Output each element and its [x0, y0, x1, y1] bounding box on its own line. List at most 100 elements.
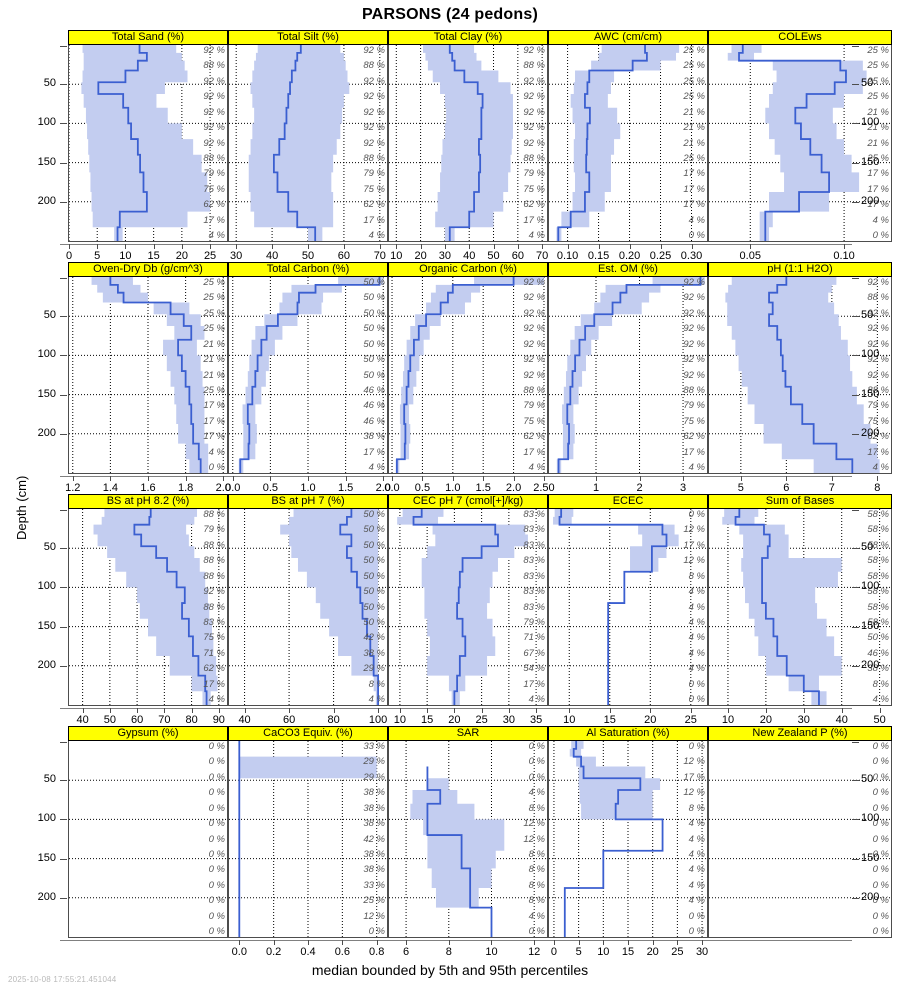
depth-tick-mark-right — [852, 587, 859, 589]
x-tick-mark — [153, 244, 155, 249]
plot-svg — [709, 509, 891, 705]
percentile-band — [423, 45, 513, 241]
x-tick-label: 25 — [475, 714, 488, 726]
x-tick-label: 0.10 — [833, 250, 855, 262]
x-tick-mark — [97, 244, 99, 249]
panel-total-sand: Total Sand (%) 92 % 88 % 92 % 92 % 92 % 92 % 92… — [68, 30, 228, 242]
depth-tick-mark-right — [852, 819, 859, 821]
depth-tick-label-right: 200 — [861, 658, 880, 671]
x-tick-label: 2 — [636, 482, 643, 494]
x-tick-mark — [765, 708, 767, 713]
x-tick-mark — [392, 476, 394, 481]
panel-title: CEC pH 7 (cmol[+]/kg) — [388, 494, 548, 509]
x-tick-mark — [702, 940, 704, 945]
x-tick-label: 6 — [403, 946, 410, 958]
depth-tick-mark-right — [852, 316, 859, 318]
panel-organic-carbon: Organic Carbon (%) 92 % 92 % 92 % 92 % 92 % 92… — [388, 262, 548, 474]
plot-svg — [709, 45, 891, 241]
depth-tick-label-right: 100 — [861, 812, 880, 825]
panel-est-om: Est. OM (%) 92 % 92 % 92 % 92 % 92 % 92 % 92 % 8… — [548, 262, 708, 474]
x-tick-mark — [543, 476, 545, 481]
x-tick-label: 10 — [597, 946, 610, 958]
x-tick-mark — [483, 476, 485, 481]
x-tick-mark — [553, 940, 555, 945]
x-tick-mark — [786, 476, 788, 481]
depth-axis-top-tick-right — [852, 742, 859, 743]
depth-tick-label-left: 150 — [37, 387, 56, 400]
x-tick-label: 90 — [212, 714, 225, 726]
plot-area — [388, 509, 548, 706]
x-tick-label: 25 — [684, 714, 697, 726]
panel-oven-dry-db-g-cm-3: Oven-Dry Db (g/cm^3) 25 % 25 % 25 % 25 % 21 %… — [68, 262, 228, 474]
depth-tick-mark-left — [60, 897, 67, 899]
x-tick-mark — [110, 476, 112, 481]
percentile-band — [280, 509, 379, 705]
x-tick-mark — [272, 244, 274, 249]
x-tick-mark — [831, 476, 833, 481]
panel-title: Total Silt (%) — [228, 30, 388, 45]
panel-title: ECEC — [548, 494, 708, 509]
x-tick-label: 15 — [147, 250, 160, 262]
depth-tick-mark-left — [60, 626, 67, 628]
x-tick-label: 10 — [390, 250, 403, 262]
x-tick-mark — [308, 244, 309, 249]
x-tick-mark — [683, 476, 685, 481]
x-tick-mark — [493, 244, 495, 249]
x-tick-mark — [223, 476, 225, 481]
x-tick-label: 3 — [679, 482, 687, 494]
panel-title: Total Carbon (%) — [228, 262, 388, 277]
plot-area — [548, 45, 708, 242]
x-tick-mark — [422, 476, 424, 481]
depth-tick-label-left: 150 — [37, 851, 56, 864]
median-line — [426, 766, 493, 937]
x-tick-mark — [639, 476, 641, 481]
x-tick-mark — [877, 476, 879, 481]
median-line — [97, 45, 148, 241]
x-tick-label: 60 — [337, 250, 351, 262]
depth-tick-label-left: 100 — [37, 812, 56, 825]
x-tick-label: 7 — [828, 482, 835, 494]
x-tick-label: 20 — [646, 946, 659, 958]
x-tick-label: 50 — [301, 250, 315, 262]
plot-svg — [709, 277, 891, 473]
x-tick-label: 10 — [119, 250, 132, 262]
plot-area — [68, 509, 228, 706]
median-line — [339, 509, 379, 705]
depth-axis-top-tick-right — [852, 510, 859, 511]
x-tick-mark — [399, 708, 401, 713]
panel-total-clay: Total Clay (%) 92 % 88 % 92 % 92 % 92 % 92 % 92… — [388, 30, 548, 242]
depth-tick-mark-right — [852, 665, 859, 667]
x-tick-mark — [727, 708, 729, 713]
x-tick-mark — [109, 708, 111, 713]
x-tick-label: 0.8 — [369, 946, 385, 958]
x-tick-label: 0.05 — [739, 250, 761, 262]
plot-area — [68, 277, 228, 474]
depth-tick-mark-right — [852, 433, 859, 435]
x-tick-label: 0.0 — [225, 482, 241, 494]
x-tick-label: 60 — [282, 714, 296, 726]
depth-tick-label-right: 100 — [861, 580, 880, 593]
x-tick-mark — [148, 476, 149, 481]
depth-tick-label-right: 50 — [861, 309, 874, 322]
x-tick-mark — [844, 244, 846, 249]
depth-tick-mark-left — [60, 433, 67, 435]
depth-tick-mark-left — [60, 162, 67, 164]
x-tick-label: 1 — [592, 482, 600, 494]
x-tick-mark — [803, 708, 805, 713]
x-tick-label: 25 — [203, 250, 217, 262]
plot-svg — [389, 741, 547, 937]
plot-svg — [709, 779, 891, 899]
x-tick-label: 20 — [414, 250, 427, 262]
x-tick-label: 40 — [835, 714, 848, 726]
x-tick-mark — [343, 244, 345, 249]
x-tick-label: 10 — [721, 714, 735, 726]
panel-title: AWC (cm/cm) — [548, 30, 708, 45]
x-tick-mark — [454, 708, 456, 713]
depth-tick-mark-right — [852, 162, 859, 164]
x-tick-mark — [181, 244, 183, 249]
panel-bs-at-ph-7: BS at pH 7 (%) 50 % 50 % 50 % 50 % 50 % 50 % 50… — [228, 494, 388, 706]
depth-tick-mark-right — [852, 897, 859, 899]
plot-svg — [389, 277, 547, 473]
x-tick-mark — [660, 244, 662, 249]
plot-area — [548, 741, 708, 938]
